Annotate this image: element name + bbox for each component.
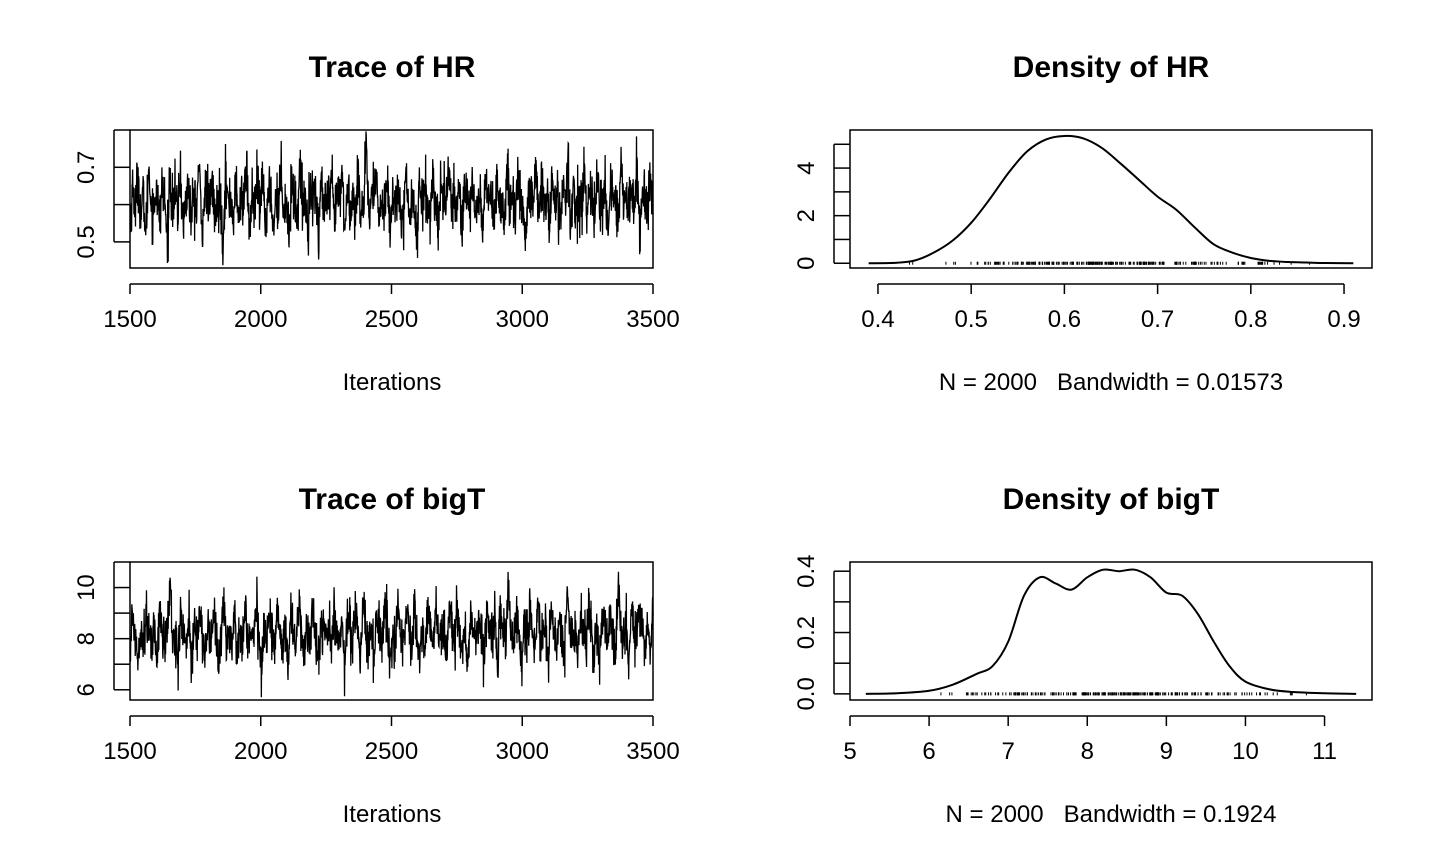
density-bigt-x-tick-label: 5 bbox=[843, 738, 856, 765]
panel-trace-bigt: Trace of bigT 1500 2000 2500 3000 3500 6810 … bbox=[73, 483, 680, 828]
trace-bigt-series bbox=[129, 571, 654, 698]
trace-bigt-y-tick-label: 10 bbox=[73, 574, 100, 601]
panel-trace-hr: Trace of HR 1500 2000 2500 3000 3500 0.50.7 … bbox=[73, 51, 680, 396]
density-bigt-y-axis: 0.0 0.2 0.4 bbox=[793, 555, 850, 711]
trace-bigt-x-tick-label: 2500 bbox=[365, 738, 418, 765]
trace-bigt-x-tick-label: 2000 bbox=[234, 738, 287, 765]
density-bigt-y-tick-label: 0.0 bbox=[793, 677, 820, 710]
density-hr-x-tick-label: 0.5 bbox=[954, 306, 987, 333]
trace-hr-trace-line bbox=[129, 131, 654, 266]
trace-hr-y-tick-label: 0.7 bbox=[73, 151, 100, 184]
density-hr-y-tick-label: 0 bbox=[793, 257, 820, 270]
density-hr-y-tick-label: 2 bbox=[793, 209, 820, 222]
density-hr-x-tick-label: 0.8 bbox=[1234, 306, 1267, 333]
density-bigt-y-tick-label: 0.2 bbox=[793, 616, 820, 649]
panel-density-hr: Density of HR 0.4 0.5 0.6 0.7 0.8 0.9 0 2 4 N =… bbox=[793, 51, 1373, 396]
density-hr-density-curve bbox=[868, 134, 1354, 265]
trace-bigt-y-axis: 6 8 10 bbox=[73, 561, 130, 696]
trace-hr-title: Trace of HR bbox=[309, 51, 476, 84]
density-bigt-density-curve bbox=[865, 568, 1357, 695]
trace-hr-x-label: Iterations bbox=[343, 369, 442, 396]
density-bigt-title: Density of bigT bbox=[1003, 483, 1220, 516]
density-hr-y-tick-label: 4 bbox=[793, 161, 820, 174]
density-bigt-x-tick-label: 6 bbox=[922, 738, 935, 765]
trace-bigt-title: Trace of bigT bbox=[299, 483, 486, 516]
density-bigt-x-tick-label: 10 bbox=[1232, 738, 1259, 765]
density-hr-x-tick-label: 0.6 bbox=[1048, 306, 1081, 333]
density-hr-title: Density of HR bbox=[1013, 51, 1210, 84]
density-hr-x-tick-label: 0.7 bbox=[1141, 306, 1174, 333]
trace-bigt-y-tick-label: 6 bbox=[73, 683, 100, 696]
trace-hr-x-tick-label: 2500 bbox=[365, 306, 418, 333]
trace-hr-y-axis: 0.5 0.7 bbox=[73, 129, 130, 259]
trace-hr-x-axis: 1500 2000 2500 3000 3500 bbox=[103, 283, 680, 333]
trace-bigt-x-tick-label: 3500 bbox=[626, 738, 679, 765]
density-bigt-series bbox=[865, 568, 1357, 695]
density-bigt-y-tick-label: 0.4 bbox=[793, 555, 820, 588]
density-bigt-x-tick-label: 9 bbox=[1160, 738, 1173, 765]
trace-bigt-trace-line bbox=[129, 571, 654, 698]
density-hr-x-tick-label: 0.4 bbox=[861, 306, 894, 333]
trace-bigt-y-tick-label: 8 bbox=[73, 632, 100, 645]
trace-hr-y-tick-label: 0.5 bbox=[73, 225, 100, 258]
density-hr-x-label: N = 2000 Bandwidth = 0.01573 bbox=[939, 369, 1283, 396]
trace-bigt-x-tick-label: 1500 bbox=[103, 738, 156, 765]
trace-bigt-plot-frame bbox=[129, 561, 654, 701]
density-bigt-x-tick-label: 11 bbox=[1312, 738, 1337, 765]
density-bigt-x-label: N = 2000 Bandwidth = 0.1924 bbox=[946, 801, 1277, 828]
density-bigt-x-axis: 5 6 7 8 9 10 11 bbox=[843, 715, 1337, 765]
density-hr-rug bbox=[908, 261, 1310, 265]
density-bigt-x-tick-label: 7 bbox=[1002, 738, 1015, 765]
density-hr-x-axis: 0.4 0.5 0.6 0.7 0.8 0.9 bbox=[861, 283, 1361, 333]
density-hr-plot-frame bbox=[849, 129, 1373, 269]
trace-hr-x-tick-label: 1500 bbox=[103, 306, 156, 333]
density-bigt-x-tick-label: 8 bbox=[1081, 738, 1094, 765]
trace-bigt-x-axis: 1500 2000 2500 3000 3500 bbox=[103, 715, 680, 765]
trace-bigt-x-label: Iterations bbox=[343, 801, 442, 828]
trace-hr-x-tick-label: 3500 bbox=[626, 306, 679, 333]
density-hr-series bbox=[868, 134, 1354, 265]
trace-hr-series bbox=[129, 131, 654, 266]
density-hr-x-tick-label: 0.9 bbox=[1327, 306, 1360, 333]
density-bigt-plot-frame bbox=[849, 561, 1373, 701]
trace-hr-x-tick-label: 3000 bbox=[496, 306, 549, 333]
trace-bigt-x-tick-label: 3000 bbox=[496, 738, 549, 765]
trace-hr-x-tick-label: 2000 bbox=[234, 306, 287, 333]
panel-density-bigt: Density of bigT 5 6 7 8 9 10 11 0.0 0.2 0.4 N = … bbox=[793, 483, 1373, 828]
density-hr-y-axis: 0 2 4 bbox=[793, 143, 850, 270]
density-bigt-rug bbox=[940, 692, 1307, 696]
